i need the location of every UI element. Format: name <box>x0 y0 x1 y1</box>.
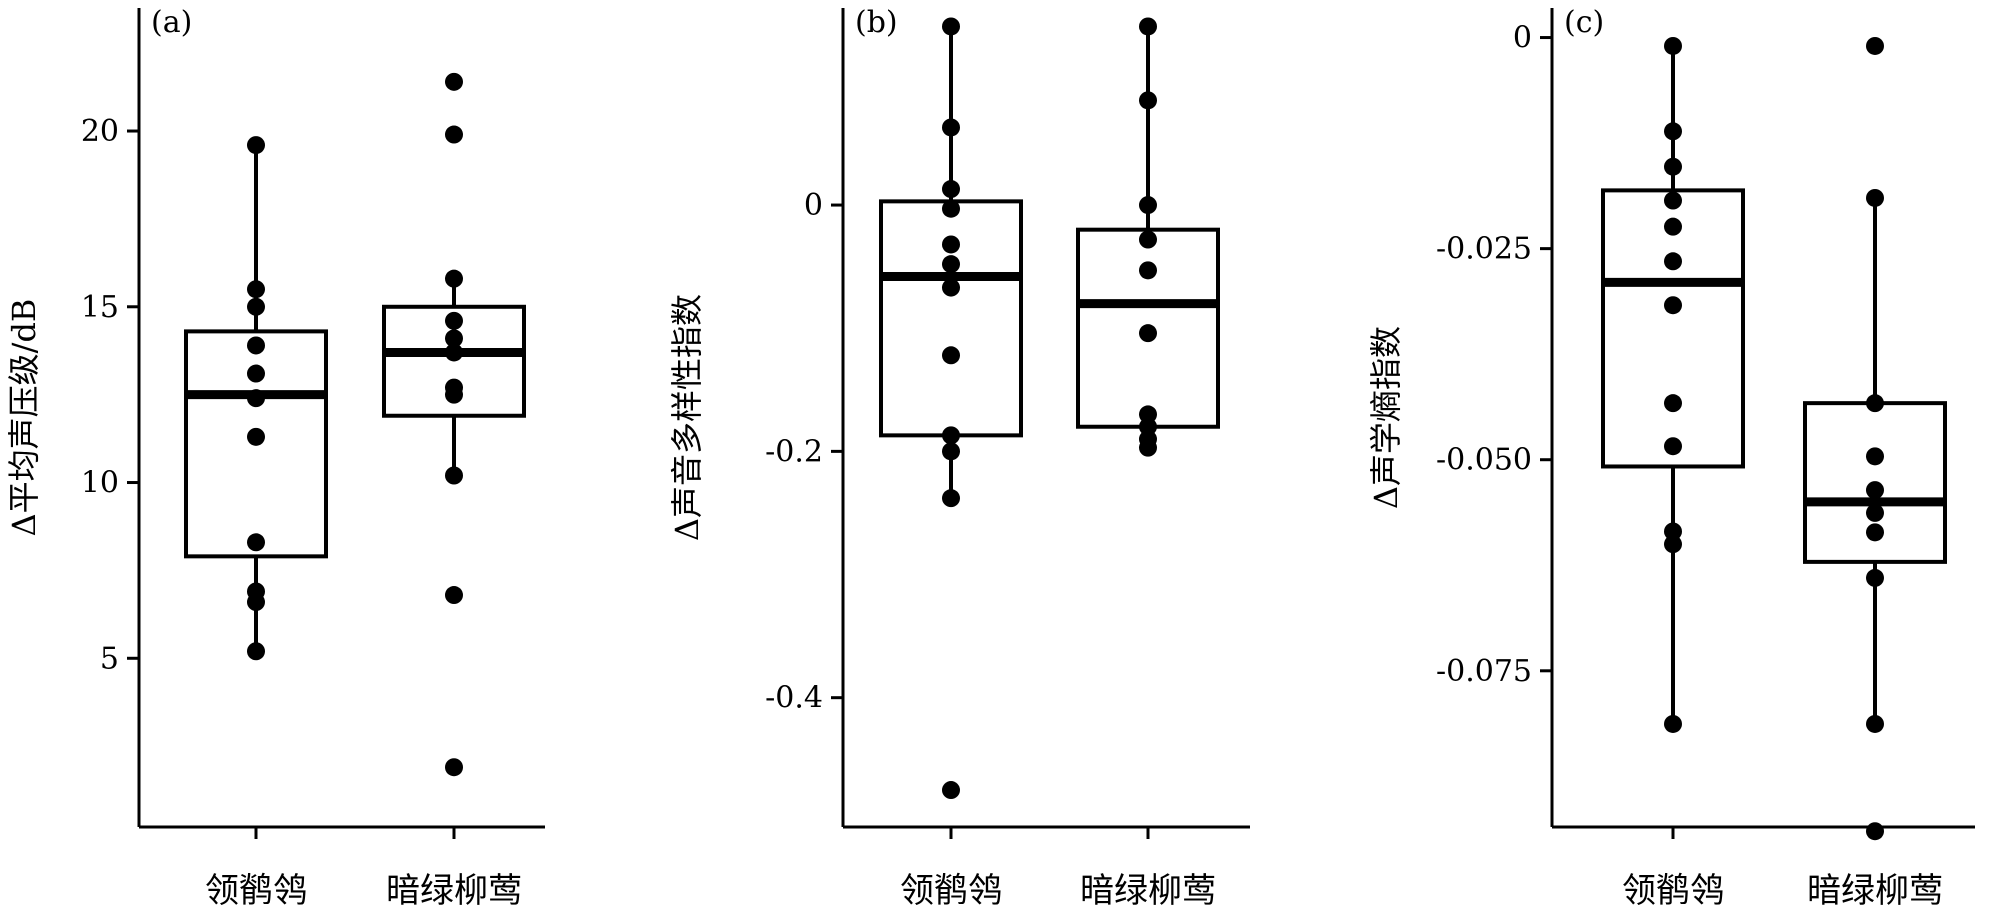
y-axis-title: Δ声学熵指数 <box>1367 326 1405 509</box>
data-point <box>445 125 463 144</box>
y-tick-label: 0 <box>804 188 823 223</box>
data-point <box>942 278 960 297</box>
data-point <box>1664 535 1682 554</box>
x-tick-label: 暗绿柳莺 <box>386 871 522 910</box>
data-point <box>1664 714 1682 733</box>
y-tick-label: -0.050 <box>1436 443 1532 478</box>
data-point <box>1866 36 1884 55</box>
data-point <box>942 781 960 800</box>
panel-label: (a) <box>151 5 192 40</box>
data-point <box>1664 437 1682 456</box>
data-point <box>445 586 463 605</box>
panel-label: (b) <box>855 5 898 40</box>
data-point <box>247 533 265 552</box>
data-point <box>1664 252 1682 271</box>
y-tick-label: 0 <box>1513 21 1532 56</box>
data-point <box>942 235 960 254</box>
data-point <box>445 329 463 348</box>
data-point <box>247 427 265 446</box>
y-tick-label: -0.2 <box>765 434 823 469</box>
x-tick-label: 领鹡鸰 <box>1622 871 1724 910</box>
data-point <box>247 364 265 383</box>
data-point <box>1866 822 1884 841</box>
data-point <box>247 136 265 155</box>
data-point <box>1139 438 1157 457</box>
y-tick-label: -0.025 <box>1436 232 1532 267</box>
data-point <box>1866 523 1884 542</box>
data-point <box>1139 230 1157 249</box>
y-tick-label: -0.4 <box>765 681 823 716</box>
data-point <box>942 118 960 137</box>
data-point <box>247 642 265 661</box>
data-point <box>445 343 463 362</box>
data-point <box>1139 261 1157 280</box>
data-point <box>942 199 960 218</box>
data-point <box>1139 405 1157 424</box>
data-point <box>1664 394 1682 413</box>
panel-a: 5 10 15 20 Δ平均声压级/dB (a) 领鹡鸰 暗绿柳莺 <box>5 5 545 910</box>
data-point <box>247 336 265 355</box>
data-point <box>1139 324 1157 343</box>
data-point <box>1139 91 1157 110</box>
data-point <box>445 385 463 404</box>
data-point <box>942 17 960 36</box>
data-point <box>942 346 960 365</box>
data-point <box>1664 157 1682 176</box>
data-point <box>942 426 960 445</box>
data-point <box>1139 417 1157 436</box>
y-tick-label: 20 <box>81 114 119 149</box>
data-point <box>445 72 463 91</box>
data-point <box>445 269 463 288</box>
data-point <box>1139 196 1157 215</box>
data-point <box>1866 568 1884 587</box>
data-point <box>247 280 265 299</box>
panel-c: -0.075 -0.050 -0.025 0 Δ声学熵指数 (c) 领鹡鸰 暗绿柳莺 <box>1367 5 1975 910</box>
data-point <box>942 442 960 461</box>
data-point <box>247 297 265 316</box>
data-point <box>942 255 960 274</box>
data-point <box>1866 447 1884 466</box>
data-point <box>247 593 265 612</box>
data-point <box>1866 394 1884 413</box>
y-axis-title: Δ平均声压级/dB <box>5 299 43 537</box>
data-point <box>445 311 463 330</box>
panel-b: -0.4 -0.2 0 Δ声音多样性指数 (b) 领鹡鸰 暗绿柳莺 <box>668 5 1250 910</box>
data-point <box>942 489 960 508</box>
data-point <box>1866 481 1884 500</box>
data-point <box>1664 191 1682 210</box>
x-tick-label: 暗绿柳莺 <box>1807 871 1943 910</box>
y-axis-title: Δ声音多样性指数 <box>668 294 706 541</box>
data-point <box>1139 17 1157 36</box>
box-iqr <box>1601 188 1745 469</box>
data-point <box>1664 122 1682 141</box>
data-point <box>445 466 463 485</box>
data-point <box>1866 503 1884 522</box>
panel-label: (c) <box>1564 5 1604 40</box>
data-point <box>1664 522 1682 541</box>
data-point <box>247 389 265 408</box>
x-tick-label: 领鹡鸰 <box>900 871 1002 910</box>
data-point <box>1664 36 1682 55</box>
data-point <box>1664 296 1682 315</box>
data-point <box>1664 217 1682 236</box>
x-tick-label: 领鹡鸰 <box>205 871 307 910</box>
data-point <box>445 758 463 777</box>
y-tick-label: 10 <box>81 466 119 501</box>
x-tick-label: 暗绿柳莺 <box>1080 871 1216 910</box>
y-tick-label: 15 <box>81 290 119 325</box>
data-point <box>1866 188 1884 207</box>
data-point <box>1866 714 1884 733</box>
data-point <box>942 180 960 199</box>
y-tick-label: -0.075 <box>1436 654 1532 689</box>
y-tick-label: 5 <box>100 641 119 676</box>
